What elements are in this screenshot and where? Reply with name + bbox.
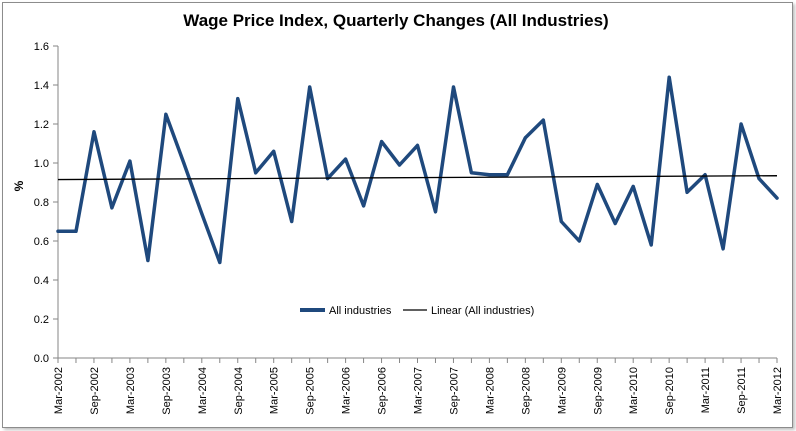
data-point: [649, 243, 653, 247]
data-point: [56, 229, 60, 233]
data-point: [200, 212, 204, 216]
data-point: [451, 85, 455, 89]
data-point: [685, 190, 689, 194]
legend-label-linear: Linear (All industries): [431, 305, 534, 317]
data-point: [290, 220, 294, 223]
data-point: [128, 159, 132, 163]
x-tick-label: Mar-2010: [628, 367, 640, 414]
y-tick-label: 0.8: [34, 197, 49, 209]
y-tick-label: 0.2: [34, 314, 49, 326]
data-point: [595, 182, 599, 186]
data-point: [110, 206, 114, 210]
x-tick-label: Mar-2008: [484, 367, 496, 414]
data-point: [74, 229, 78, 233]
data-point: [344, 157, 348, 161]
x-tick-label: Mar-2003: [125, 367, 137, 414]
trendline: [57, 175, 778, 181]
y-axis: 0.0 0.2 0.4 0.6 0.8 1.0 1.2 1.4 1.6: [34, 41, 59, 365]
y-tick-label: 0.0: [34, 353, 49, 365]
data-point: [613, 221, 617, 225]
series-line-all-industries: [56, 75, 779, 265]
x-tick-label: Sep-2010: [664, 367, 676, 415]
y-tick-label: 1.0: [34, 158, 49, 170]
x-axis: Mar-2002 Sep-2002 Mar-2003 Sep-2003 Mar-2004…: [53, 357, 784, 415]
chart-title: Wage Price Index, Quarterly Changes (All…: [183, 11, 608, 30]
series-layer: [56, 75, 779, 265]
x-tick-label: Mar-2006: [341, 367, 353, 414]
x-tick-label: Sep-2011: [736, 367, 748, 414]
x-tick-label: Sep-2003: [161, 367, 173, 415]
y-tick-label: 0.4: [34, 275, 49, 287]
x-tick-label: Sep-2006: [377, 367, 389, 415]
data-point: [559, 220, 563, 223]
data-point: [631, 184, 635, 188]
x-tick-label: Mar-2005: [269, 367, 281, 414]
data-point: [739, 122, 743, 126]
legend-label-all-industries: All industries: [329, 305, 392, 317]
y-tick-label: 0.6: [34, 236, 49, 248]
data-point: [308, 85, 312, 89]
x-tick-label: Mar-2004: [197, 367, 209, 414]
data-point: [523, 136, 527, 140]
data-point: [667, 75, 671, 79]
y-axis-label: %: [12, 180, 26, 191]
data-point: [487, 173, 491, 177]
data-point: [757, 177, 761, 181]
data-point: [272, 149, 276, 153]
x-tick-label: Mar-2007: [413, 367, 425, 414]
data-point: [433, 210, 437, 214]
data-point: [92, 130, 96, 134]
data-point: [236, 97, 240, 101]
data-point: [775, 196, 779, 200]
x-tick-label: Sep-2009: [592, 367, 604, 415]
data-point: [254, 171, 258, 175]
x-tick-label: Sep-2008: [520, 367, 532, 415]
x-tick-label: Sep-2007: [448, 367, 460, 415]
data-point: [380, 140, 384, 144]
data-point: [362, 204, 366, 208]
x-tick-label: Mar-2012: [772, 367, 784, 414]
data-point: [182, 161, 186, 165]
data-point: [577, 239, 581, 243]
legend: All industries Linear (All industries): [300, 305, 534, 317]
x-tick-label: Sep-2002: [89, 367, 101, 415]
x-tick-label: Sep-2004: [233, 367, 245, 415]
data-point: [721, 247, 725, 251]
data-point: [164, 112, 168, 116]
data-point: [416, 143, 419, 147]
y-tick-label: 1.6: [34, 41, 49, 53]
y-tick-label: 1.2: [34, 119, 49, 131]
x-tick-label: Mar-2011: [700, 367, 712, 413]
data-point: [505, 173, 509, 177]
data-point: [541, 118, 545, 122]
x-tick-label: Sep-2005: [305, 367, 317, 415]
data-point: [218, 260, 222, 264]
data-point: [398, 163, 402, 167]
y-tick-label: 1.4: [34, 80, 49, 92]
x-tick-label: Mar-2002: [53, 367, 65, 414]
x-tick-label: Mar-2009: [556, 367, 568, 414]
data-point: [146, 259, 150, 262]
data-point: [469, 171, 473, 175]
